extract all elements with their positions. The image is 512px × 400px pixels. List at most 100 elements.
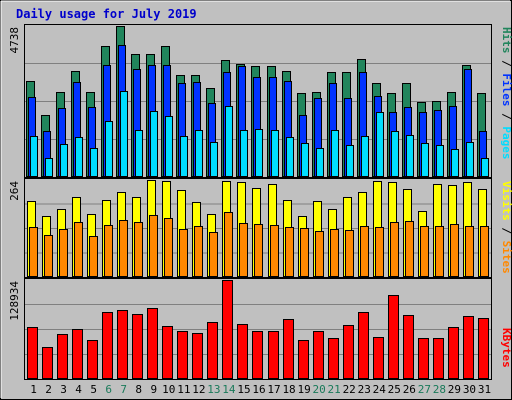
bar-pages-day-20 (316, 148, 324, 177)
bar-pages-day-1 (30, 136, 38, 177)
legend-middle: Visits / Sites (500, 181, 512, 274)
day-label: 30 (463, 383, 476, 396)
legend-sep: / (500, 221, 512, 241)
bar-pages-day-28 (436, 145, 444, 177)
day-label: 11 (177, 383, 190, 396)
legend-hits: Hits (500, 27, 512, 54)
bar-sites-day-21 (330, 229, 339, 277)
bar-kbytes-day-30 (463, 316, 474, 379)
bar-sites-day-29 (450, 224, 459, 277)
bar-sites-day-15 (239, 223, 248, 277)
bar-sites-day-31 (480, 226, 489, 277)
day-label: 24 (373, 383, 387, 396)
bar-pages-day-25 (391, 131, 399, 177)
day-label: 5 (90, 383, 97, 396)
bar-pages-day-9 (150, 111, 158, 177)
bar-kbytes-day-11 (177, 331, 188, 379)
bar-kbytes-day-5 (87, 340, 98, 379)
bar-sites-day-30 (465, 226, 474, 277)
bar-pages-day-8 (135, 130, 143, 177)
bar-sites-day-11 (179, 229, 188, 277)
day-label: 1 (30, 383, 37, 396)
day-label: 28 (433, 383, 446, 396)
bar-kbytes-day-28 (433, 338, 444, 379)
bar-kbytes-day-22 (343, 325, 354, 379)
middle-max-label: 264 (8, 181, 21, 201)
day-labels: 1 2 3 4 5 6 7 8 9 10 11 12 13 14 15 16 17 18 19 20 21 22 23 24 2… (30, 383, 491, 396)
day-label: 12 (192, 383, 205, 396)
bar-pages-day-30 (466, 142, 474, 177)
day-label: 3 (60, 383, 67, 396)
bar-sites-day-22 (345, 230, 354, 277)
day-label: 26 (403, 383, 416, 396)
bar-pages-day-23 (361, 136, 369, 177)
bar-sites-day-3 (59, 229, 68, 277)
bar-kbytes-day-4 (72, 329, 83, 379)
bar-kbytes-day-25 (388, 295, 399, 379)
day-label: 8 (135, 383, 142, 396)
day-label: 27 (418, 383, 431, 396)
top-max-label: 4738 (8, 27, 21, 54)
bar-kbytes-day-7 (117, 310, 128, 379)
bar-kbytes-day-2 (42, 347, 53, 379)
bar-pages-day-7 (120, 91, 128, 177)
bar-kbytes-day-29 (448, 327, 459, 379)
bar-kbytes-day-14 (222, 280, 233, 379)
bar-sites-day-12 (194, 226, 203, 277)
bar-pages-day-14 (225, 106, 233, 177)
day-label: 4 (75, 383, 82, 396)
day-label: 22 (343, 383, 356, 396)
bar-pages-day-22 (346, 145, 354, 177)
day-label: 13 (207, 383, 220, 396)
bar-sites-day-23 (360, 226, 369, 277)
bar-kbytes-day-12 (192, 333, 203, 379)
day-label: 29 (448, 383, 461, 396)
day-label: 14 (222, 383, 236, 396)
day-label: 19 (297, 383, 310, 396)
legend-top: Hits / Files / Pages (500, 27, 512, 160)
bar-sites-day-13 (209, 232, 218, 277)
bar-pages-day-29 (451, 149, 459, 177)
bar-kbytes-day-3 (57, 334, 68, 379)
bar-pages-day-24 (376, 112, 384, 177)
bottom-max-label: 128934 (8, 281, 21, 321)
legend-sep: / (500, 107, 512, 127)
bar-kbytes-day-31 (478, 318, 489, 379)
bar-pages-day-18 (286, 137, 294, 177)
bar-sites-day-2 (44, 235, 53, 277)
legend-visits: Visits (500, 181, 512, 221)
day-label: 2 (45, 383, 52, 396)
legend-files: Files (500, 73, 512, 106)
bar-pages-day-2 (45, 158, 53, 177)
day-label: 18 (282, 383, 295, 396)
bar-kbytes-day-1 (27, 327, 38, 379)
bar-sites-day-20 (315, 231, 324, 277)
bar-pages-day-12 (195, 130, 203, 177)
bar-sites-day-9 (149, 215, 158, 277)
bar-kbytes-day-16 (252, 331, 263, 379)
bar-sites-day-19 (300, 228, 309, 277)
legend-pages: Pages (500, 126, 512, 159)
bar-sites-day-17 (270, 225, 279, 277)
day-label: 15 (237, 383, 250, 396)
bar-kbytes-day-15 (237, 324, 248, 379)
bar-pages-day-16 (255, 129, 263, 177)
bar-sites-day-5 (89, 236, 98, 277)
legend-sep: / (500, 54, 512, 74)
day-label: 6 (105, 383, 112, 396)
bar-sites-day-26 (405, 221, 414, 277)
bar-kbytes-day-18 (283, 319, 294, 379)
bar-sites-day-4 (74, 222, 83, 277)
bar-pages-day-5 (90, 148, 98, 177)
bar-pages-day-31 (481, 158, 489, 177)
day-label: 25 (388, 383, 401, 396)
bar-sites-day-10 (164, 218, 173, 277)
bar-sites-day-24 (375, 227, 384, 277)
bar-kbytes-day-27 (418, 338, 429, 379)
day-label: 9 (150, 383, 157, 396)
bar-pages-day-17 (271, 130, 279, 177)
bar-kbytes-day-20 (313, 331, 324, 379)
bar-sites-day-18 (285, 227, 294, 277)
day-label: 31 (478, 383, 491, 396)
